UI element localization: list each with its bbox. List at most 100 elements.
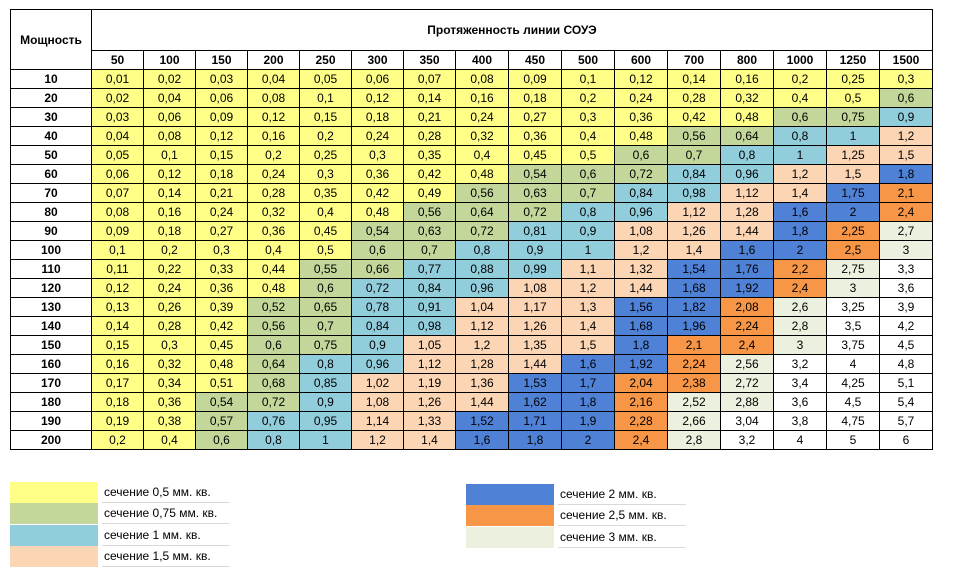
section-value-cell: 0,07 <box>403 69 456 89</box>
section-value-cell: 0,4 <box>247 240 300 260</box>
section-value-cell: 0,18 <box>351 107 404 127</box>
section-value-cell: 2,66 <box>667 411 721 431</box>
table-row: 90 0,09 0,18 0,27 0,36 0,45 0,54 0,63 0,72 0,81 0,… <box>10 221 933 241</box>
section-value-cell: 0,6 <box>195 430 248 450</box>
section-value-cell: 3,5 <box>826 316 880 336</box>
section-value-cell: 0,32 <box>247 202 300 222</box>
legend-swatch <box>466 505 554 526</box>
section-value-cell: 0,25 <box>299 145 352 165</box>
section-value-cell: 0,6 <box>299 278 352 298</box>
section-value-cell: 0,52 <box>247 297 300 317</box>
section-value-cell: 0,65 <box>299 297 352 317</box>
length-header-1000: 1000 <box>773 50 827 70</box>
section-value-cell: 0,6 <box>773 107 827 127</box>
section-value-cell: 0,8 <box>561 202 615 222</box>
section-value-cell: 0,4 <box>773 88 827 108</box>
section-value-cell: 0,4 <box>561 126 615 146</box>
section-value-cell: 0,2 <box>91 430 144 450</box>
table-row: 20 0,02 0,04 0,06 0,08 0,1 0,12 0,14 0,16 0,18 0,2… <box>10 88 933 108</box>
section-value-cell: 0,12 <box>91 278 144 298</box>
power-label: 10 <box>10 69 92 89</box>
section-value-cell: 1,54 <box>667 259 721 279</box>
section-value-cell: 3,8 <box>773 411 827 431</box>
section-value-cell: 2,8 <box>667 430 721 450</box>
section-value-cell: 0,3 <box>195 240 248 260</box>
length-header-200: 200 <box>247 50 300 70</box>
section-value-cell: 0,05 <box>299 69 352 89</box>
section-value-cell: 2,4 <box>879 202 933 222</box>
section-value-cell: 1,19 <box>403 373 456 393</box>
section-value-cell: 0,6 <box>614 145 668 165</box>
section-value-cell: 0,34 <box>143 373 196 393</box>
table-row: 60 0,06 0,12 0,18 0,24 0,3 0,36 0,42 0,48 0,54 0,6… <box>10 164 933 184</box>
section-value-cell: 1,71 <box>508 411 562 431</box>
section-value-cell: 0,06 <box>351 69 404 89</box>
section-value-cell: 2,52 <box>667 392 721 412</box>
section-value-cell: 0,24 <box>614 88 668 108</box>
section-value-cell: 0,15 <box>91 335 144 355</box>
section-value-cell: 0,33 <box>195 259 248 279</box>
legend-swatch <box>466 527 554 548</box>
section-value-cell: 5,4 <box>879 392 933 412</box>
section-value-cell: 1,6 <box>773 202 827 222</box>
section-value-cell: 0,48 <box>614 126 668 146</box>
legend-item: сечение 0,5 мм. кв. <box>10 482 230 503</box>
legend-swatch <box>10 482 98 503</box>
section-value-cell: 0,76 <box>247 411 300 431</box>
section-value-cell: 0,2 <box>143 240 196 260</box>
power-label: 120 <box>10 278 92 298</box>
section-value-cell: 1,8 <box>879 164 933 184</box>
legend-label: сечение 2 мм. кв. <box>558 484 686 505</box>
section-value-cell: 0,36 <box>195 278 248 298</box>
section-value-cell: 0,7 <box>403 240 456 260</box>
section-value-cell: 1,4 <box>773 183 827 203</box>
section-value-cell: 0,14 <box>91 316 144 336</box>
section-value-cell: 0,72 <box>508 202 562 222</box>
section-value-cell: 0,16 <box>143 202 196 222</box>
section-value-cell: 1,6 <box>561 354 615 374</box>
section-value-cell: 1,4 <box>561 316 615 336</box>
power-label: 90 <box>10 221 92 241</box>
section-value-cell: 0,36 <box>143 392 196 412</box>
section-value-cell: 1,75 <box>826 183 880 203</box>
section-value-cell: 3 <box>826 278 880 298</box>
section-value-cell: 0,6 <box>879 88 933 108</box>
section-value-cell: 0,77 <box>403 259 456 279</box>
cable-section-table-wrapper: Мощность Протяженность линии СОУЭ 50 100 1… <box>10 9 933 450</box>
section-value-cell: 1,44 <box>508 354 562 374</box>
legend-label: сечение 0,75 мм. кв. <box>102 503 230 524</box>
section-value-cell: 0,75 <box>826 107 880 127</box>
section-value-cell: 2,4 <box>720 335 774 355</box>
section-value-cell: 0,09 <box>91 221 144 241</box>
table-row: 180 0,18 0,36 0,54 0,72 0,9 1,08 1,26 1,44 1,62 1,… <box>10 392 933 412</box>
table-row: 10 0,01 0,02 0,03 0,04 0,05 0,06 0,07 0,08 0,09 0,… <box>10 69 933 89</box>
section-value-cell: 0,04 <box>247 69 300 89</box>
section-value-cell: 0,48 <box>195 354 248 374</box>
section-value-cell: 1 <box>299 430 352 450</box>
section-value-cell: 0,12 <box>351 88 404 108</box>
section-value-cell: 0,48 <box>247 278 300 298</box>
section-value-cell: 2,28 <box>614 411 668 431</box>
section-value-cell: 0,48 <box>720 107 774 127</box>
section-value-cell: 0,32 <box>455 126 509 146</box>
section-value-cell: 0,16 <box>247 126 300 146</box>
legend-item: сечение 2 мм. кв. <box>466 484 686 505</box>
section-value-cell: 0,01 <box>91 69 144 89</box>
section-value-cell: 3,3 <box>879 259 933 279</box>
legend-swatch <box>10 525 98 546</box>
section-value-cell: 0,07 <box>91 183 144 203</box>
section-value-cell: 1,3 <box>561 297 615 317</box>
section-value-cell: 0,84 <box>614 183 668 203</box>
legend-label: сечение 0,5 мм. кв. <box>102 482 230 503</box>
section-value-cell: 0,28 <box>143 316 196 336</box>
table-row: 100 0,1 0,2 0,3 0,4 0,5 0,6 0,7 0,8 0,9 1 1,2 1,4 1,6… <box>10 240 933 260</box>
legend-label: сечение 1,5 мм. кв. <box>102 546 230 567</box>
length-header-450: 450 <box>508 50 562 70</box>
section-value-cell: 2 <box>826 202 880 222</box>
section-value-cell: 5 <box>826 430 880 450</box>
section-value-cell: 1,26 <box>508 316 562 336</box>
power-label: 190 <box>10 411 92 431</box>
section-value-cell: 0,36 <box>351 164 404 184</box>
section-value-cell: 1,26 <box>403 392 456 412</box>
section-value-cell: 0,16 <box>91 354 144 374</box>
